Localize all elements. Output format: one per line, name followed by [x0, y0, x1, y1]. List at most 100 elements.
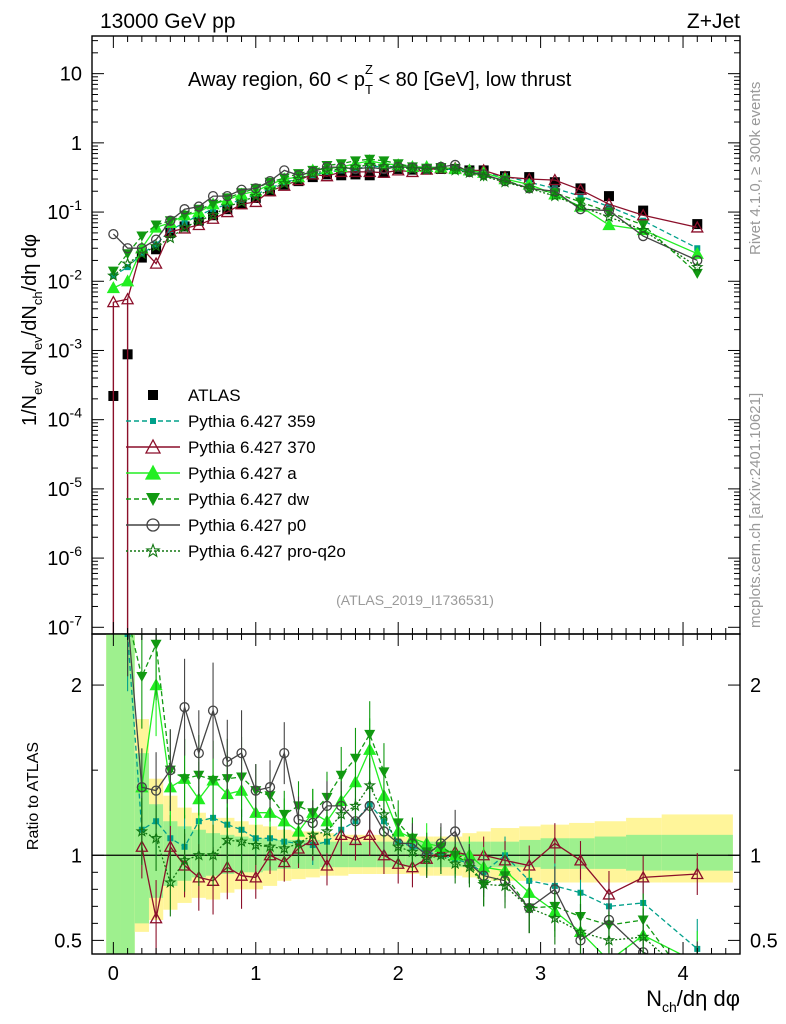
main-point [179, 204, 190, 215]
main-point [108, 228, 119, 240]
ratio-point [136, 782, 147, 793]
x-tick-label: 1 [250, 963, 261, 985]
ratio-y-tick-label-right: 0.5 [750, 930, 778, 952]
legend-label: Pythia 6.427 pro-q2o [188, 542, 346, 561]
ratio-point [548, 911, 562, 924]
ratio-ylabel: Ratio to ATLAS [25, 742, 42, 850]
main-point [636, 208, 650, 221]
main-point [391, 160, 405, 173]
ratio-point [164, 875, 177, 888]
ratio-point [420, 852, 433, 865]
main-point [277, 176, 291, 189]
ratio-point [602, 933, 616, 946]
legend-entry-2: Pythia 6.427 370 [126, 438, 316, 457]
main-point [306, 166, 320, 179]
ratio-panel: 0.5 0.5 1 1 2 2 0 1 2 3 4 Ratio to ATLAS Nch/dη dφ [25, 633, 778, 1015]
ratio-point [149, 831, 163, 844]
legend-marker [144, 438, 162, 454]
ratio-point [306, 828, 320, 841]
main-point [498, 175, 512, 188]
x-axis-label: Nch/dη dφ [646, 986, 740, 1015]
main-y-tick-label: 10-1 [47, 197, 82, 224]
main-point [164, 231, 177, 244]
ratio-point [207, 775, 219, 786]
main-point [150, 220, 162, 231]
ratio-point [636, 870, 650, 883]
ratio-y-tick-label: 1 [71, 845, 82, 867]
legend-label: Pythia 6.427 p0 [188, 516, 306, 535]
ratio-point [377, 807, 391, 820]
ratio-point [406, 845, 419, 858]
main-point [548, 173, 562, 186]
ratio-point [193, 747, 204, 759]
main-point [135, 246, 149, 260]
ratio-point [363, 778, 377, 791]
legend-entry-6: Pythia 6.427 pro-q2o [126, 542, 346, 561]
main-point [574, 199, 587, 212]
main-point [575, 204, 586, 215]
ratio-y-tick-label-right: 1 [750, 845, 761, 867]
ratio-point [135, 824, 149, 837]
main-point [692, 255, 703, 266]
main-point [522, 181, 536, 194]
main-point [524, 172, 535, 183]
ratio-point [334, 807, 348, 820]
ratio-point [192, 848, 206, 861]
ratio-point [277, 841, 291, 854]
legend-entry-3: Pythia 6.427 a [126, 464, 297, 483]
main-point [292, 172, 305, 185]
ratio-point [377, 848, 391, 861]
ratio-point [220, 833, 234, 846]
main-point [349, 160, 362, 173]
main-point [364, 162, 375, 173]
ratio-point [608, 953, 609, 954]
main-point [236, 184, 247, 195]
main-point [107, 269, 120, 282]
ratio-point [391, 856, 405, 869]
main-ylabel: 1/Nev dNev/dNch/dη dφ [19, 234, 45, 426]
main-point [548, 189, 562, 202]
legend-marker [144, 464, 162, 480]
main-point [249, 189, 263, 202]
main-point [163, 224, 177, 237]
ratio-point [349, 799, 362, 812]
ratio-point [450, 826, 461, 837]
main-point [149, 239, 163, 252]
ratio-point [363, 828, 377, 841]
ratio-point [263, 840, 277, 853]
x-tick-label: 0 [108, 963, 119, 985]
main-point [448, 163, 462, 176]
ratio-point [250, 785, 261, 796]
main-y-tick-label: 1 [71, 133, 82, 155]
ratio-point [522, 901, 536, 914]
main-point [435, 163, 447, 174]
main-point [192, 214, 206, 227]
main-point [235, 195, 248, 208]
main-point [434, 162, 448, 175]
main-series-6 [107, 158, 704, 282]
main-point [263, 183, 277, 196]
ratio-point [320, 824, 334, 837]
main-point [193, 201, 204, 212]
ratio-point [692, 957, 703, 967]
ratio-point [574, 925, 587, 938]
main-y-tick-label: 10-7 [47, 612, 82, 639]
main-point [179, 221, 190, 232]
main-point [690, 246, 704, 259]
main-point [124, 264, 131, 271]
main-point [573, 182, 588, 195]
main-point [320, 163, 334, 176]
main-point [336, 170, 347, 181]
ratio-point [378, 767, 390, 778]
ratio-point [136, 672, 148, 683]
main-point [150, 234, 162, 245]
main-y-tick-label: 10-5 [47, 474, 82, 501]
legend-marker [146, 518, 160, 532]
process-label: Z+Jet [687, 10, 740, 33]
ratio-point [179, 702, 190, 713]
main-point [136, 231, 148, 242]
ratio-point [335, 770, 347, 781]
main-point [363, 158, 377, 171]
ratio-point [636, 930, 650, 943]
